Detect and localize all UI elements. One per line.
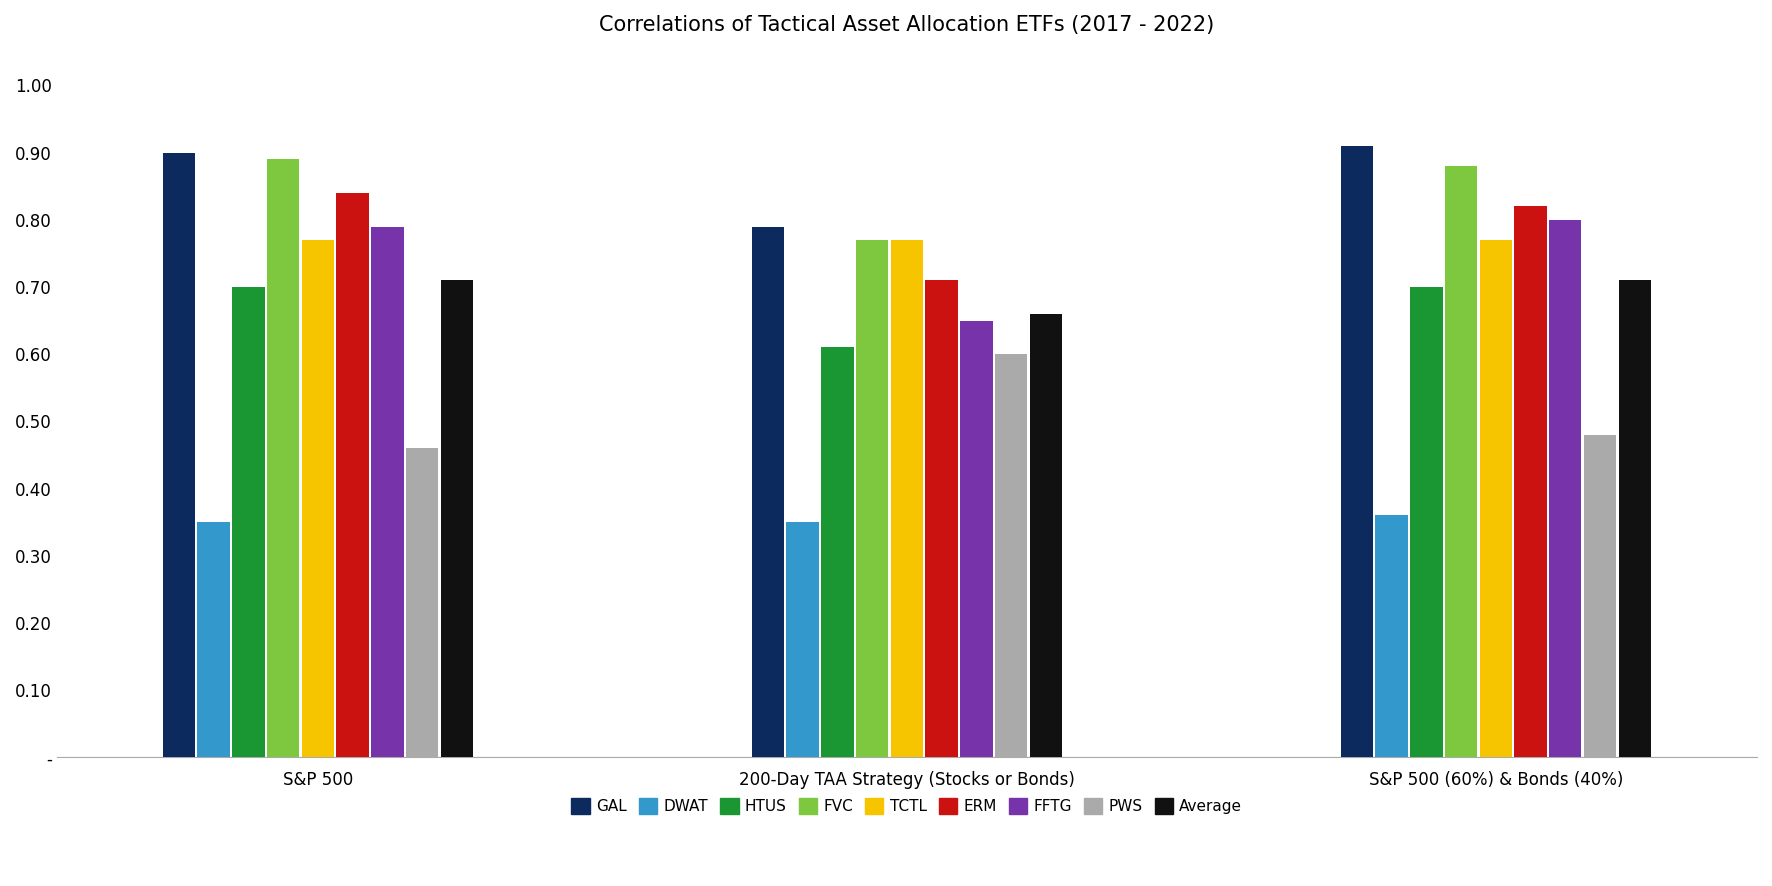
Bar bbox=[1618, 280, 1652, 758]
Bar bbox=[1480, 240, 1512, 758]
Bar bbox=[751, 227, 783, 758]
Bar bbox=[1375, 516, 1407, 758]
Bar bbox=[787, 522, 819, 758]
Bar bbox=[1411, 287, 1442, 758]
Legend: GAL, DWAT, HTUS, FVC, TCTL, ERM, FFTG, PWS, Average: GAL, DWAT, HTUS, FVC, TCTL, ERM, FFTG, P… bbox=[565, 792, 1247, 820]
Bar bbox=[232, 287, 264, 758]
Bar bbox=[197, 522, 230, 758]
Bar bbox=[1549, 220, 1581, 758]
Bar bbox=[856, 240, 888, 758]
Bar bbox=[960, 321, 992, 758]
Bar bbox=[370, 227, 404, 758]
Bar bbox=[1515, 206, 1547, 758]
Bar bbox=[406, 448, 438, 758]
Bar bbox=[925, 280, 959, 758]
Bar bbox=[820, 347, 854, 758]
Bar bbox=[1030, 314, 1061, 758]
Bar bbox=[1444, 166, 1478, 758]
Bar bbox=[268, 159, 299, 758]
Bar bbox=[163, 152, 195, 758]
Bar bbox=[1341, 146, 1373, 758]
Bar bbox=[337, 193, 369, 758]
Bar bbox=[1584, 435, 1616, 758]
Bar bbox=[441, 280, 473, 758]
Title: Correlations of Tactical Asset Allocation ETFs (2017 - 2022): Correlations of Tactical Asset Allocatio… bbox=[599, 15, 1214, 35]
Bar bbox=[891, 240, 923, 758]
Bar bbox=[994, 354, 1028, 758]
Bar bbox=[301, 240, 335, 758]
